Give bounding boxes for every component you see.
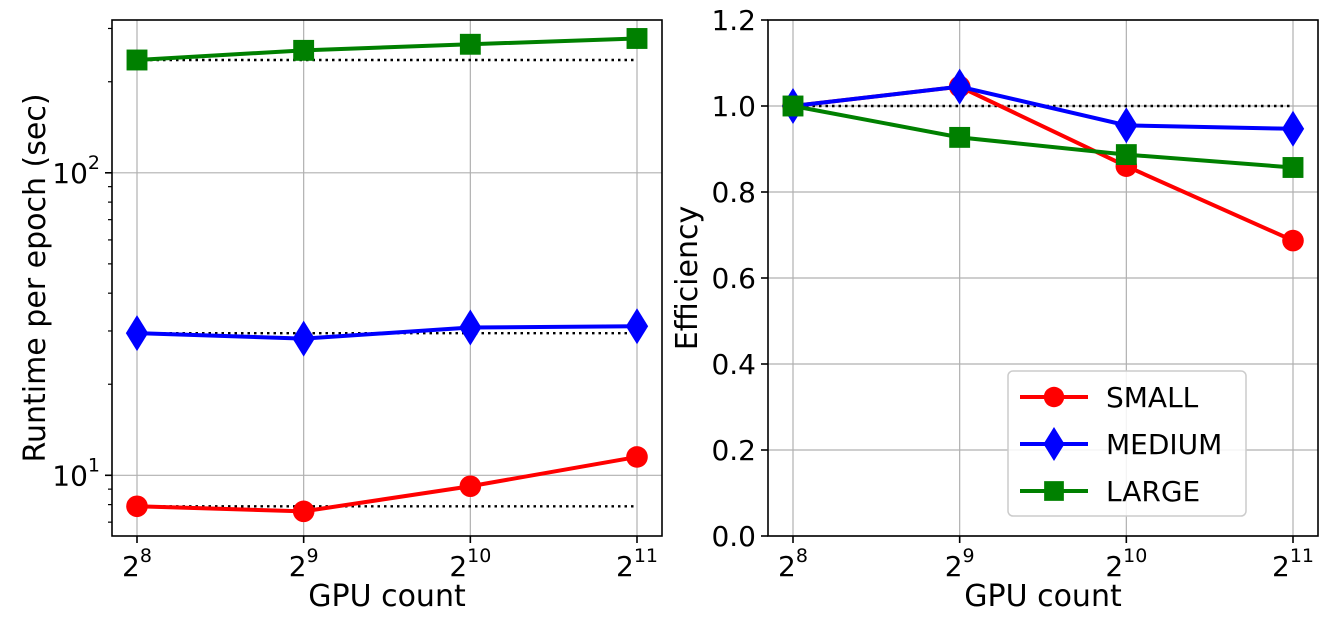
- data-point-small: [626, 446, 648, 468]
- data-point-large: [126, 49, 148, 71]
- series-line-large: [792, 104, 1294, 170]
- runtime-chart: 28 29 210 211 101 102 GPU count Runtime per epo…: [18, 19, 663, 614]
- x-tick-label: 210: [449, 545, 491, 583]
- legend-label-small: SMALL: [1106, 381, 1199, 414]
- y-tick-label: 1.2: [711, 4, 756, 37]
- legend-marker-large: [1044, 481, 1064, 501]
- x-tick-label: 29: [289, 545, 319, 583]
- x-axis-label: GPU count: [964, 579, 1122, 614]
- data-point-medium: [1115, 107, 1138, 144]
- data-point-medium: [625, 308, 649, 345]
- data-point-small: [292, 500, 315, 523]
- data-point-medium: [125, 315, 149, 352]
- y-axis-label: Efficiency: [670, 206, 705, 351]
- series-line-medium: [136, 324, 638, 341]
- y-axis-label: Runtime per epoch (sec): [18, 93, 53, 462]
- y-tick-label: 102: [52, 152, 100, 190]
- data-point-large: [459, 33, 481, 55]
- series-line-large: [136, 36, 638, 62]
- data-point-large: [293, 39, 315, 61]
- y-tick-label: 0.6: [711, 262, 756, 295]
- data-point-medium: [948, 68, 971, 105]
- y-tick-label: 101: [52, 454, 100, 492]
- legend-label-large: LARGE: [1106, 475, 1200, 508]
- data-point-medium: [292, 320, 315, 357]
- data-point-small: [1282, 229, 1304, 252]
- data-point-large: [1115, 144, 1137, 166]
- y-tick-label: 0.4: [711, 348, 756, 381]
- data-point-medium: [1281, 110, 1305, 147]
- x-axis-label: GPU count: [308, 579, 466, 614]
- x-tick-label: 210: [1105, 545, 1147, 583]
- series-line-small: [136, 454, 638, 514]
- legend-label-medium: MEDIUM: [1106, 428, 1222, 461]
- x-tick-label: 211: [616, 545, 658, 583]
- y-tick-label: 0.2: [711, 434, 756, 467]
- x-tick-label: 211: [1272, 545, 1314, 583]
- plot-frame: [111, 19, 663, 537]
- y-tick-label: 0.8: [711, 176, 756, 209]
- data-point-large: [949, 126, 971, 148]
- y-tick-label: 0.0: [711, 520, 756, 553]
- data-point-small: [126, 495, 148, 518]
- data-point-small: [459, 475, 482, 498]
- data-point-large: [782, 95, 804, 117]
- data-point-large: [1282, 157, 1304, 178]
- x-tick-label: 28: [122, 545, 152, 583]
- data-point-large: [626, 28, 648, 49]
- efficiency-chart: 28 29 210 211 0.0 0.2 0.4 0.6 0.8 1.0 1.2 GPU count…: [670, 4, 1319, 614]
- x-tick-label: 29: [945, 545, 975, 583]
- legend-marker-medium: [1043, 427, 1065, 461]
- legend-marker-small: [1043, 386, 1065, 408]
- data-point-medium: [459, 309, 482, 346]
- x-tick-label: 28: [778, 545, 808, 583]
- legend-box: [1007, 370, 1247, 517]
- y-tick-label: 1.0: [711, 90, 756, 123]
- series-line-medium: [792, 84, 1294, 131]
